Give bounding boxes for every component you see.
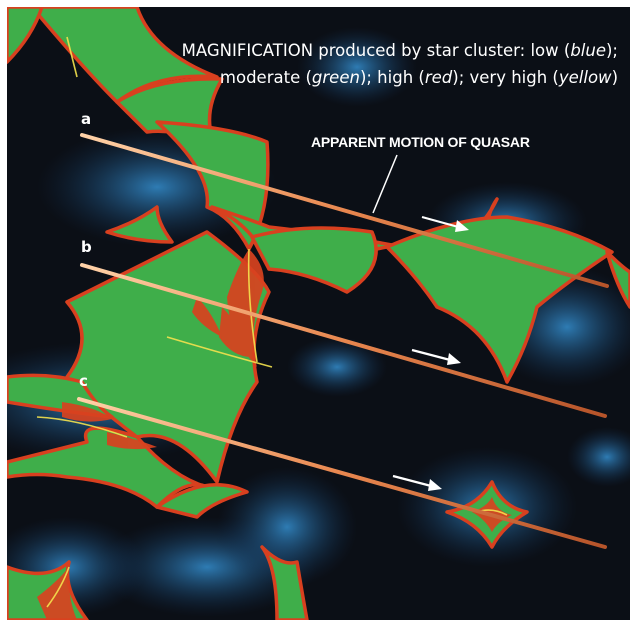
arrow-icon bbox=[392, 474, 442, 491]
track-a-label: a bbox=[81, 110, 92, 128]
quasar-tracks bbox=[77, 133, 609, 549]
track-b-label: b bbox=[81, 238, 92, 256]
caustic-network bbox=[7, 7, 630, 620]
track-c-label: c bbox=[79, 372, 88, 390]
arrow-icon bbox=[421, 215, 469, 232]
caption-line-1: MAGNIFICATION produced by star cluster: … bbox=[58, 37, 618, 64]
magnification-caption: MAGNIFICATION produced by star cluster: … bbox=[58, 37, 618, 91]
caption-text: ) bbox=[611, 68, 618, 87]
caption-moderate-color: green bbox=[311, 68, 360, 87]
apparent-motion-label: APPARENT MOTION OF QUASAR bbox=[311, 134, 530, 150]
track-b-line bbox=[80, 263, 607, 418]
motion-pointer-line bbox=[372, 154, 398, 214]
caption-text: ); high ( bbox=[359, 68, 425, 87]
caption-text: ); bbox=[606, 41, 618, 60]
track-c-line bbox=[77, 397, 607, 549]
caption-line-2: moderate (green); high (red); very high … bbox=[58, 64, 618, 91]
caption-text: moderate ( bbox=[219, 68, 312, 87]
track-a-line bbox=[80, 133, 609, 288]
magnification-map: MAGNIFICATION produced by star cluster: … bbox=[7, 7, 630, 620]
caption-low-color: blue bbox=[570, 41, 606, 60]
direction-arrows bbox=[392, 215, 469, 491]
caption-text: ); very high ( bbox=[452, 68, 559, 87]
moderate-magnification-regions bbox=[7, 7, 630, 620]
caption-very-high-color: yellow bbox=[558, 68, 612, 87]
caption-text: produced by star cluster: low ( bbox=[313, 41, 571, 60]
arrow-icon bbox=[411, 348, 461, 365]
caption-magnification-word: MAGNIFICATION bbox=[181, 41, 314, 60]
caption-high-color: red bbox=[424, 68, 453, 87]
very-high-magnification-caustics bbox=[36, 36, 508, 608]
